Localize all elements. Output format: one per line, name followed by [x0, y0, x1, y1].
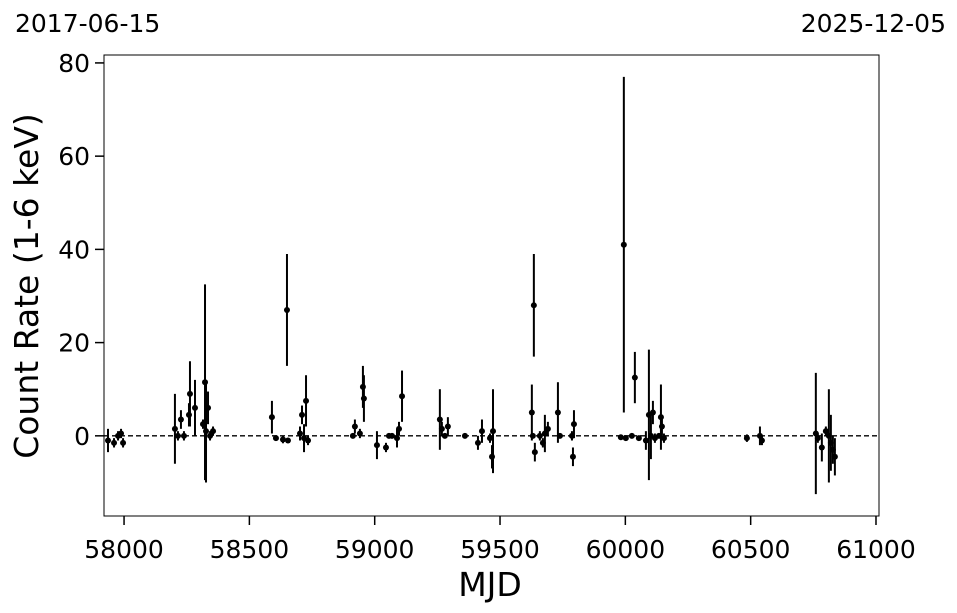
data-point [441, 432, 448, 439]
data-point [743, 435, 750, 442]
x-tick-label: 58500 [210, 535, 290, 564]
y-tick-label: 0 [74, 422, 90, 451]
x-tick-label: 60500 [711, 535, 791, 564]
y-tick-label: 20 [58, 329, 90, 358]
y-axis-label: Count Rate (1-6 keV) [7, 113, 46, 459]
data-point [474, 439, 481, 446]
data-point [388, 432, 395, 439]
data-point [554, 409, 561, 416]
data-point [631, 374, 638, 381]
data-point [349, 432, 356, 439]
data-point [191, 404, 198, 411]
data-point [299, 411, 306, 418]
data-point [556, 432, 563, 439]
data-point [570, 421, 577, 428]
data-point [531, 449, 538, 456]
data-point [373, 442, 380, 449]
data-point [394, 435, 401, 442]
data-point [203, 428, 210, 435]
data-point [489, 453, 496, 460]
x-tick-label: 58000 [84, 535, 164, 564]
data-point [207, 432, 214, 439]
data-point [642, 437, 649, 444]
data-point [530, 302, 537, 309]
data-point [461, 432, 468, 439]
data-point [758, 437, 765, 444]
x-axis-label: MJD [458, 565, 522, 604]
data-point [486, 435, 493, 442]
data-point [436, 416, 443, 423]
start-date: 2017-06-15 [15, 9, 160, 38]
data-point [620, 241, 627, 248]
data-point [628, 432, 635, 439]
data-point [438, 425, 445, 432]
data-point [490, 428, 497, 435]
data-point [399, 393, 406, 400]
data-point [544, 425, 551, 432]
data-point [444, 423, 451, 430]
data-point [279, 436, 286, 443]
data-point [356, 430, 363, 437]
data-point [360, 395, 367, 402]
data-point [635, 435, 642, 442]
x-tick-label: 61000 [836, 535, 916, 564]
data-point [359, 383, 366, 390]
data-point [205, 404, 212, 411]
data-point [528, 409, 535, 416]
data-point [831, 453, 838, 460]
y-tick-label: 80 [58, 49, 90, 78]
data-point [283, 306, 290, 313]
data-point [272, 435, 279, 442]
data-point [210, 428, 217, 435]
data-point [186, 390, 193, 397]
data-point [177, 416, 184, 423]
data-point [396, 425, 403, 432]
x-tick-label: 59500 [460, 535, 540, 564]
data-point [657, 414, 664, 421]
data-point [174, 432, 181, 439]
data-point [478, 428, 485, 435]
data-point [660, 435, 667, 442]
data-point [569, 453, 576, 460]
data-point [171, 425, 178, 432]
end-date: 2025-12-05 [801, 9, 946, 38]
data-point [305, 437, 312, 444]
data-point [536, 432, 543, 439]
data-point [111, 439, 118, 446]
data-point [202, 379, 209, 386]
data-point [180, 432, 187, 439]
data-point [818, 444, 825, 451]
y-tick-label: 40 [58, 235, 90, 264]
data-point [268, 414, 275, 421]
data-point [658, 423, 665, 430]
data-point [120, 439, 127, 446]
x-tick-label: 60000 [586, 535, 666, 564]
data-point [382, 444, 389, 451]
plot-frame [103, 54, 880, 517]
data-point [622, 435, 629, 442]
x-tick-label: 59000 [335, 535, 415, 564]
data-point [529, 432, 536, 439]
data-point [814, 435, 821, 442]
data-point [303, 397, 310, 404]
data-point [351, 423, 358, 430]
data-point [284, 437, 291, 444]
data-point [185, 411, 192, 418]
data-point [118, 430, 125, 437]
data-point [541, 430, 548, 437]
data-point [617, 434, 624, 441]
data-point [297, 430, 304, 437]
y-tick-label: 60 [58, 142, 90, 171]
data-point [822, 428, 829, 435]
data-point [649, 409, 656, 416]
data-point [105, 437, 112, 444]
